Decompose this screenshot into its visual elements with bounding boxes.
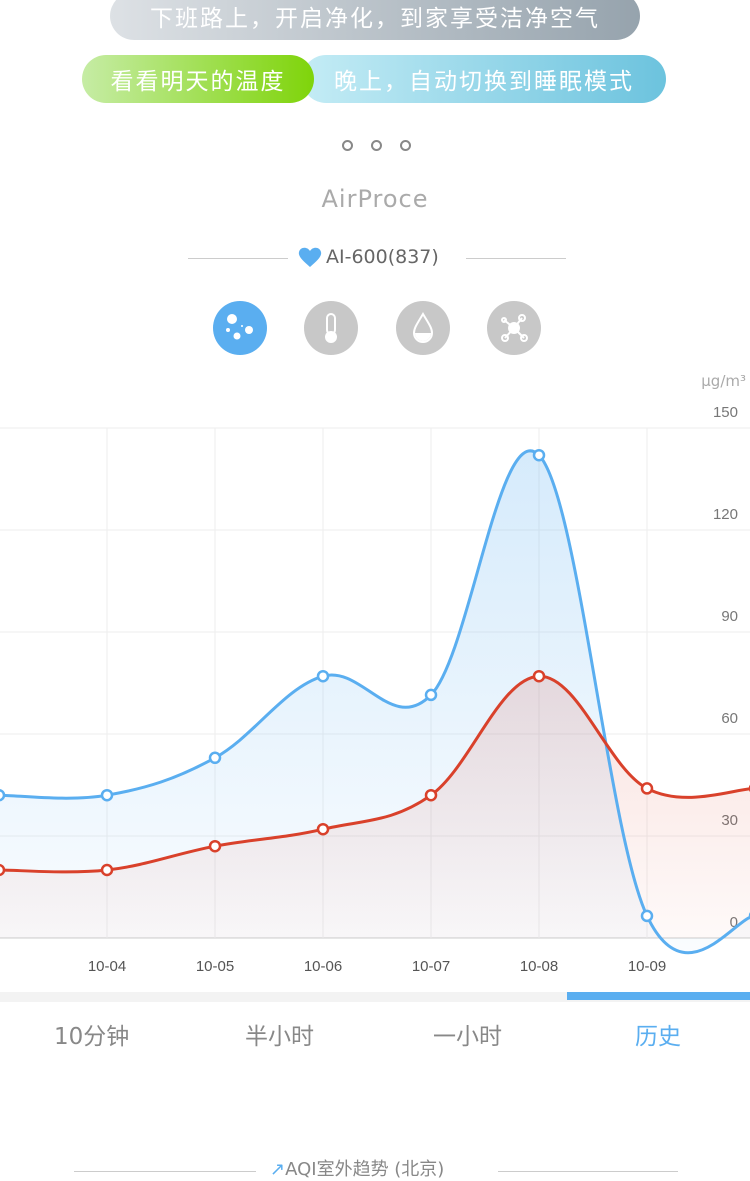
chart-unit: μg/m³ [701,372,746,390]
data-point-outdoor [424,788,438,802]
data-point-outdoor [640,782,654,795]
data-point-outdoor [208,839,222,853]
tip-banner-sleep[interactable]: 晚上，自动切换到睡眠模式 [302,55,666,103]
tab-half-hour[interactable]: 半小时 [245,1024,314,1050]
data-point-outdoor [100,863,114,877]
humidity-icon[interactable] [396,301,450,355]
y-tick-label: 60 [721,710,738,727]
data-point-outdoor [532,669,546,683]
x-tick-label: 10-09 [628,958,666,975]
tab-track [0,992,750,1002]
tab-10min[interactable]: 10分钟 [54,1024,130,1050]
brand-logo: AirProce [321,185,429,213]
data-point-outdoor [316,822,330,836]
series-line-indoor [0,449,750,955]
data-point-indoor [0,789,6,802]
thermometer-icon[interactable] [304,301,358,355]
data-point-indoor [424,688,438,702]
outdoor-trend-title: ↗AQI室外趋势 (北京) [270,1155,444,1181]
tip-banner-weather[interactable]: 看看明天的温度 [82,55,314,103]
tab-one-hour[interactable]: 一小时 [433,1024,502,1050]
series-line-outdoor [0,674,750,874]
divider [498,1171,678,1172]
divider [188,258,288,259]
data-point-indoor [532,448,546,462]
y-tick-label: 90 [721,608,738,625]
tab-history[interactable]: 历史 [635,1024,681,1050]
trend-icon: ↗ [270,1159,286,1180]
data-point-outdoor [0,863,6,877]
particles-icon[interactable] [213,301,267,355]
data-point-indoor [640,909,654,923]
device-name: AI-600(837) [326,246,439,268]
x-tick-label: 10-06 [304,958,342,975]
data-point-indoor [100,788,114,802]
x-tick-label: 10-05 [196,958,234,975]
device-selector[interactable]: AI-600(837) [298,246,439,268]
series-area-outdoor [0,676,750,938]
x-tick-label: 10-08 [520,958,558,975]
heart-icon [298,247,322,267]
aqi-chart[interactable]: 030609012015010-0410-0510-0610-0710-0810… [0,0,750,1000]
molecule-icon[interactable] [487,301,541,355]
data-point-indoor [316,669,330,683]
tip-banner-commute[interactable]: 下班路上，开启净化，到家享受洁净空气 [110,0,640,40]
divider [74,1171,256,1172]
tab-indicator [567,992,750,1000]
y-tick-label: 150 [713,404,738,421]
divider [466,258,566,259]
x-tick-label: 10-04 [88,958,126,975]
data-point-indoor [208,751,222,765]
outdoor-trend-label: AQI室外趋势 (北京) [285,1159,445,1180]
more-icon[interactable] [342,140,411,151]
x-tick-label: 10-07 [412,958,450,975]
y-tick-label: 120 [713,506,738,523]
